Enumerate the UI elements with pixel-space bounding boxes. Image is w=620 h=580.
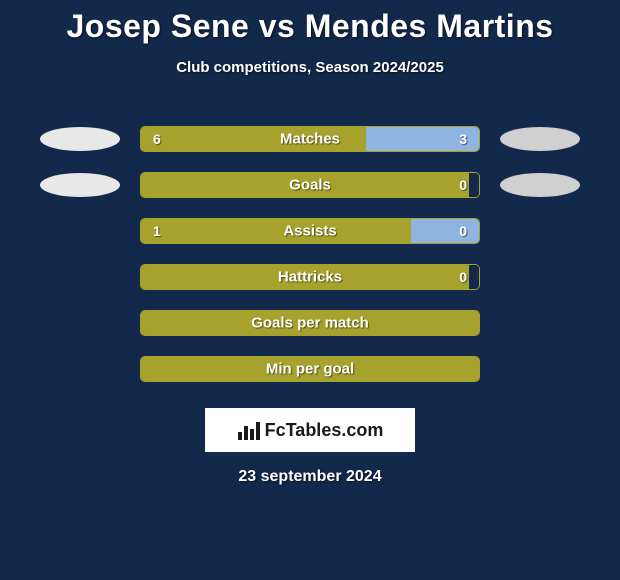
footer-logo-text: FcTables.com [265, 420, 384, 441]
stat-bar: 6 3 Matches [140, 126, 480, 152]
stat-value-left: 1 [153, 223, 161, 239]
stat-label: Assists [283, 223, 336, 240]
stat-bar-right: 0 [469, 173, 479, 197]
team-badge-right [500, 127, 580, 151]
stat-row: 6 3 Matches [40, 116, 580, 162]
stat-label: Goals [289, 177, 331, 194]
stat-label: Goals per match [251, 315, 369, 332]
stat-label: Matches [280, 131, 340, 148]
stat-bar: 0 Goals [140, 172, 480, 198]
page-title: Josep Sene vs Mendes Martins [0, 8, 620, 45]
stat-value-right: 0 [459, 269, 467, 285]
stat-bar-left: 1 [141, 219, 411, 243]
stat-label: Min per goal [266, 361, 354, 378]
stat-bar-right: 0 [469, 265, 479, 289]
stat-bars: 6 3 Matches 0 Goals 1 0 Assists 0 Hattricks Goals … [0, 116, 620, 392]
stat-bar-right: 0 [411, 219, 479, 243]
title-player1: Josep Sene [66, 8, 249, 44]
bars-icon [237, 420, 261, 440]
stat-row: 0 Goals [40, 162, 580, 208]
stat-value-right: 3 [459, 131, 467, 147]
stat-row: Min per goal [40, 346, 580, 392]
stat-row: Goals per match [40, 300, 580, 346]
team-badge-right [500, 173, 580, 197]
footer-date: 23 september 2024 [0, 468, 620, 486]
stat-bar: Goals per match [140, 310, 480, 336]
footer-logo: FcTables.com [205, 408, 415, 452]
stat-bar: Min per goal [140, 356, 480, 382]
stat-value-right: 0 [459, 177, 467, 193]
team-badge-left [40, 127, 120, 151]
stat-bar: 1 0 Assists [140, 218, 480, 244]
stat-value-left: 6 [153, 131, 161, 147]
subtitle: Club competitions, Season 2024/2025 [0, 59, 620, 76]
title-vs: vs [259, 8, 296, 44]
comparison-container: Josep Sene vs Mendes Martins Club compet… [0, 0, 620, 486]
stat-bar: 0 Hattricks [140, 264, 480, 290]
stat-row: 0 Hattricks [40, 254, 580, 300]
title-player2: Mendes Martins [305, 8, 554, 44]
stat-value-right: 0 [459, 223, 467, 239]
stat-label: Hattricks [278, 269, 342, 286]
team-badge-left [40, 173, 120, 197]
stat-bar-right: 3 [366, 127, 479, 151]
stat-row: 1 0 Assists [40, 208, 580, 254]
